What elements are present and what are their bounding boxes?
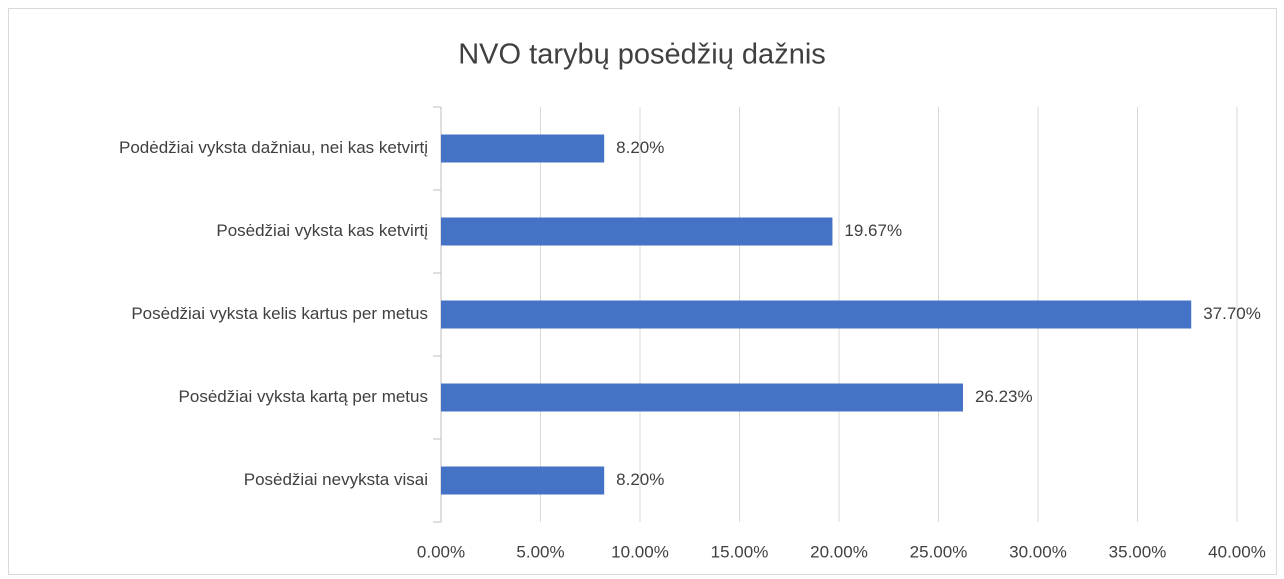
y-tick-label: Posėdžiai vyksta kelis kartus per metus: [131, 304, 428, 323]
x-tick-label: 0.00%: [417, 542, 465, 561]
bar: [441, 134, 605, 163]
bar: [441, 217, 833, 246]
x-tick-label: 30.00%: [1009, 542, 1067, 561]
bar: [441, 300, 1192, 329]
data-label: 26.23%: [975, 387, 1033, 406]
data-label: 8.20%: [616, 138, 664, 157]
data-label: 8.20%: [616, 470, 664, 489]
data-label: 19.67%: [844, 221, 902, 240]
chart-border: [8, 8, 1277, 575]
x-tick-label: 5.00%: [516, 542, 564, 561]
bar: [441, 383, 963, 412]
bar: [441, 466, 605, 495]
chart-title: NVO tarybų posėdžių dažnis: [458, 39, 826, 71]
x-tick-label: 25.00%: [910, 542, 968, 561]
y-tick-label: Podėdžiai vyksta dažniau, nei kas ketvir…: [119, 138, 428, 157]
y-tick-label: Posėdžiai nevyksta visai: [244, 470, 428, 489]
x-tick-label: 15.00%: [711, 542, 769, 561]
x-tick-label: 40.00%: [1208, 542, 1266, 561]
y-tick-label: Posėdžiai vyksta kas ketvirtį: [216, 221, 428, 240]
x-tick-label: 20.00%: [810, 542, 868, 561]
x-tick-label: 10.00%: [611, 542, 669, 561]
data-label: 37.70%: [1203, 304, 1261, 323]
x-tick-label: 35.00%: [1109, 542, 1167, 561]
y-tick-label: Posėdžiai vyksta kartą per metus: [179, 387, 428, 406]
